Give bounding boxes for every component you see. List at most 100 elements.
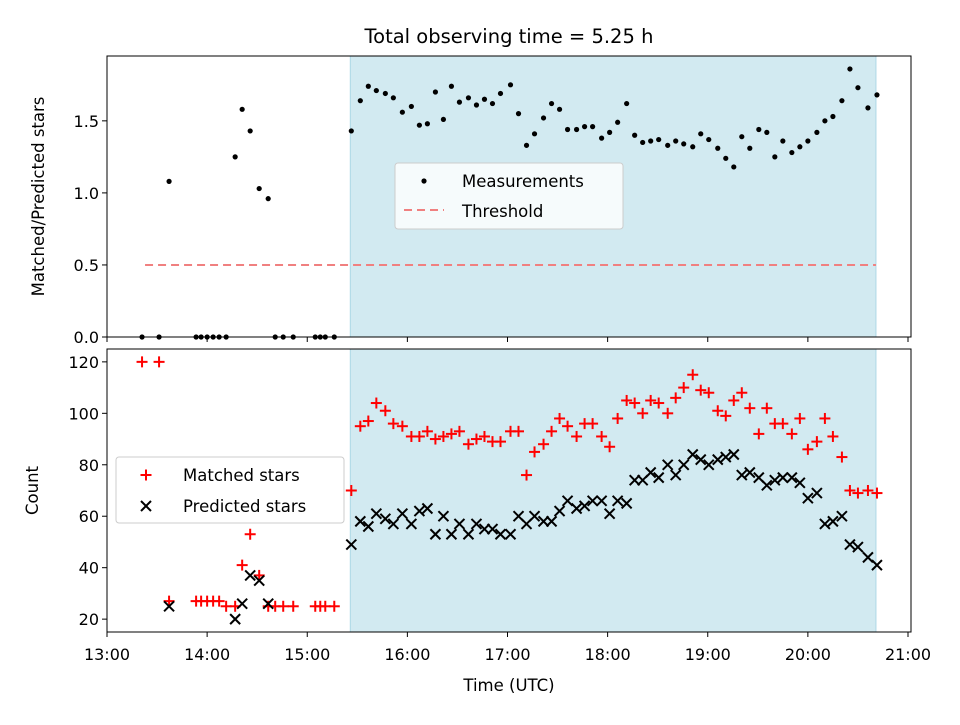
matched-star-point [136, 356, 148, 368]
y-tick-label: 40 [79, 559, 99, 578]
bottom-axes-frame [106, 348, 912, 633]
predicted-star-point [827, 515, 839, 528]
measurement-point [698, 131, 704, 137]
measurement-point [465, 95, 472, 101]
top-legend: Measurements Threshold [394, 162, 624, 230]
measurement-point [874, 92, 880, 98]
matched-star-point [413, 430, 425, 442]
matched-star-point [571, 430, 583, 442]
matched-star-point [470, 433, 482, 445]
predicted-star-point [777, 471, 789, 484]
predicted-star-point [620, 497, 633, 510]
measurement-point [739, 134, 745, 140]
matched-star-point [445, 428, 457, 440]
predicted-star-point [236, 597, 248, 610]
predicted-star-point [244, 569, 256, 582]
measurement-point [348, 128, 354, 134]
measurement-point [855, 85, 861, 91]
matched-star-point [362, 415, 374, 427]
x-tick-label: 17:00 [484, 645, 530, 664]
matched-star-point [621, 394, 633, 406]
matched-star-point [862, 485, 874, 496]
matched-star-point [453, 425, 465, 437]
measurement-point [780, 138, 786, 144]
measurement-point [607, 129, 613, 135]
measurement-point [247, 128, 253, 134]
legend-plus [140, 469, 152, 481]
matched-star-point [629, 397, 641, 409]
measurement-point [756, 126, 762, 133]
top-panel: 0.0 0.5 1.0 1.5 Total observing time = 5.25… [29, 25, 912, 347]
matched-star-point [703, 387, 715, 399]
measurement-point [723, 155, 729, 161]
measurement-point [830, 113, 836, 120]
measurement-point [373, 87, 379, 94]
y-tick-label: 60 [79, 507, 99, 526]
predicted-star-point [852, 541, 864, 553]
measurement-point [624, 100, 630, 107]
measurement-point [432, 89, 439, 95]
predicted-star-point [794, 477, 806, 489]
measurement-point [399, 109, 405, 115]
matched-star-point [637, 407, 649, 419]
predicted-star-point [421, 502, 434, 515]
x-tick-label: 21:00 [885, 645, 931, 664]
measurement-point [507, 82, 514, 88]
matched-star-point [529, 446, 541, 458]
predicted-star-point [744, 466, 756, 479]
matched-star-point [244, 528, 256, 540]
matched-star-point [387, 418, 399, 430]
measurement-point [814, 129, 820, 135]
measurement-point [590, 124, 596, 130]
x-tick-label: 14:00 [184, 645, 230, 664]
y-tick-label: 0.0 [74, 328, 99, 347]
matched-star-point [695, 384, 707, 396]
measurement-point [731, 164, 737, 170]
predicted-star-point [786, 471, 798, 484]
chart-title: Total observing time = 5.25 h [364, 25, 654, 48]
y-tick-label: 80 [79, 456, 99, 475]
predicted-star-point [811, 487, 823, 499]
predicted-star-point [561, 495, 574, 507]
matched-star-point [546, 425, 558, 437]
predicted-star-point [595, 495, 608, 507]
matched-star-point [786, 428, 798, 440]
measurement-point [556, 106, 563, 112]
predicted-star-point [413, 505, 426, 517]
measurement-point [839, 98, 845, 104]
measurement-point [747, 145, 753, 151]
matched-star-point [653, 397, 665, 409]
measurement-point [865, 105, 871, 111]
matched-star-point [794, 412, 806, 424]
predicted-star-point [862, 551, 874, 564]
bottom-legend: Matched stars Predicted stars [115, 456, 345, 524]
predicted-star-point [695, 453, 707, 466]
y-tick-label: 20 [79, 610, 99, 629]
matched-star-point [421, 425, 433, 437]
matched-star-point [379, 405, 391, 417]
predicted-star-point [570, 502, 583, 515]
predicted-star-point [545, 515, 558, 528]
predicted-star-point [494, 528, 507, 540]
predicted-star-point [229, 613, 241, 625]
predicted-star-point [396, 507, 409, 520]
measurement-point [357, 98, 363, 104]
measurement-point [822, 118, 828, 124]
measurement-point [239, 106, 245, 112]
y-tick-label: 0.5 [74, 256, 99, 275]
matched-star-point [462, 438, 474, 450]
x-tick-label: 19:00 [685, 645, 731, 664]
matched-star-point [836, 451, 848, 463]
x-tick-label: 13:00 [84, 645, 130, 664]
bottom-panel: 20 40 60 80 100 120 13:00 14:00 15:00 16:00 17:00… [23, 348, 931, 695]
bottom-y-ticks: 20 40 60 80 100 120 [68, 353, 107, 629]
matched-star-point [370, 397, 382, 409]
matched-star-point [678, 382, 690, 394]
predicted-star-point [445, 528, 458, 540]
predicted-star-point [470, 518, 483, 530]
measurement-point [448, 83, 455, 89]
matched-star-point [354, 420, 366, 432]
matched-star-point [587, 418, 599, 430]
predicted-star-point [528, 510, 541, 522]
